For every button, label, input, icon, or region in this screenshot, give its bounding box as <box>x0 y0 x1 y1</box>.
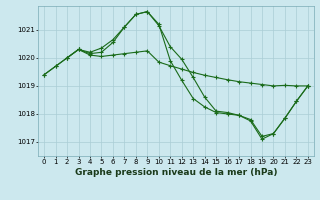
X-axis label: Graphe pression niveau de la mer (hPa): Graphe pression niveau de la mer (hPa) <box>75 168 277 177</box>
